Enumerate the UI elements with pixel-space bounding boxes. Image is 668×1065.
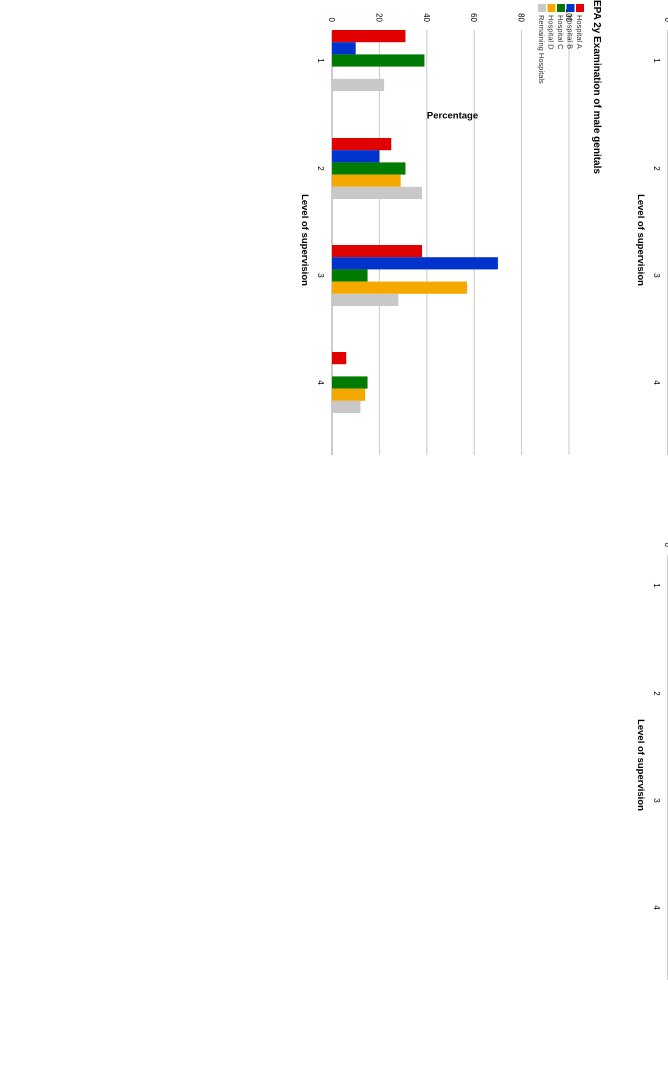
y-tick-label: 60 (469, 13, 478, 22)
x-tick-label: 4 (652, 380, 661, 385)
legend-swatch (566, 4, 575, 12)
bar (332, 186, 423, 200)
legend-label: Hospital C (556, 15, 565, 50)
y-axis-label: Percentage (427, 111, 478, 122)
bar (332, 376, 368, 389)
bar (332, 293, 399, 306)
y-tick-label: 100 (564, 9, 573, 23)
chart-panel: 0 20 40 60 80 100 1 2 3 4 Level of supervision Perc… (299, 0, 602, 455)
bar (332, 269, 368, 282)
y-tick-label: 0 (327, 18, 336, 23)
legend-swatch (557, 4, 565, 12)
y-tick-label: 0 (663, 543, 668, 548)
x-tick-label: 1 (652, 583, 661, 588)
legend-label: Remaining Hospitals (537, 15, 546, 84)
bar (332, 400, 361, 413)
bar (332, 30, 406, 43)
x-tick-label: 2 (652, 691, 661, 696)
x-tick-label: 4 (316, 380, 325, 385)
x-tick-label: 3 (652, 273, 661, 278)
x-tick-label: 3 (652, 798, 661, 803)
legend-swatch (576, 4, 584, 12)
bar (332, 162, 406, 175)
legend-swatch (547, 4, 556, 12)
bar (332, 174, 401, 187)
bar (332, 245, 423, 258)
y-tick-label: 40 (422, 13, 431, 22)
x-tick-label: 1 (316, 58, 325, 63)
y-tick-label: 80 (517, 13, 526, 22)
y-tick-label: 0 (663, 18, 668, 23)
x-axis-label: Level of supervision (299, 194, 310, 286)
x-tick-label: 4 (652, 905, 661, 910)
bar (332, 388, 366, 401)
bar (332, 78, 385, 91)
legend-swatch (538, 4, 546, 12)
bar (332, 281, 468, 294)
x-axis-label: Level of supervision (635, 719, 646, 811)
legend-label: Hospital A (575, 15, 584, 49)
legend-label: Hospital B (566, 15, 575, 49)
x-tick-label: 3 (316, 273, 325, 278)
x-tick-label: 1 (652, 58, 661, 63)
legend-label: Hospital D (547, 15, 556, 50)
chart-title: EPA 2y Examination of male genitals (591, 0, 602, 174)
bar (332, 352, 347, 365)
bar (332, 54, 425, 67)
y-tick-label: 20 (374, 13, 383, 22)
bar (332, 257, 498, 270)
bar (332, 42, 356, 55)
x-axis-label: Level of supervision (635, 194, 646, 286)
x-tick-label: 2 (652, 166, 661, 171)
x-tick-label: 2 (316, 166, 325, 171)
bar (332, 150, 380, 163)
bar (332, 138, 392, 151)
